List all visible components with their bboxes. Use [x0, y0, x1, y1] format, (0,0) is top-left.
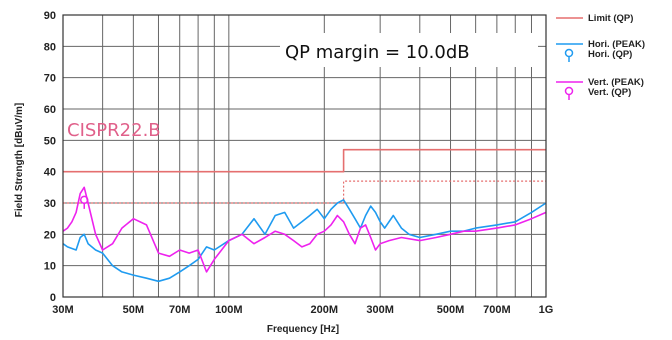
x-tick-label: 50M [123, 304, 144, 316]
legend-item-hori-qp: Hori. (QP) [564, 48, 632, 62]
y-tick-label: 30 [44, 198, 56, 210]
y-tick-label: 70 [44, 73, 56, 85]
series-layer [62, 148, 547, 283]
x-tick-label: 500M [437, 304, 465, 316]
plot-frame [62, 14, 547, 298]
legend-label-hori-peak: Hori. (PEAK) [588, 39, 645, 50]
legend-item-limit-qp: Limit (QP) [556, 13, 633, 24]
vert-qp-point [79, 195, 89, 209]
x-tick-label: 1G [539, 304, 554, 316]
margin-annotation-box [280, 33, 538, 67]
x-axis-label: Frequency [Hz] [267, 324, 339, 335]
ticks: 0 10 20 30 40 50 60 70 80 90 30M 50M 70M 100M 200M 300M… [44, 10, 554, 316]
vert-peak-line [62, 186, 547, 273]
limit-margin-line [63, 180, 546, 204]
legend-label-limit-qp: Limit (QP) [588, 13, 633, 24]
y-axis-label: Field Strength [dBuV/m] [14, 103, 25, 217]
x-tick-label: 700M [483, 304, 511, 316]
y-tick-label: 80 [44, 41, 56, 53]
legend-swatch-vert-qp [564, 86, 574, 100]
legend-label-vert-peak: Vert. (PEAK) [588, 77, 644, 88]
legend: Limit (QP) Hori. (PEAK)Hori. (QP) Vert. (P… [556, 13, 645, 100]
frame-layer [62, 14, 547, 298]
x-tick-label: 300M [366, 304, 394, 316]
legend-item-vert-peak: Vert. (PEAK) [556, 77, 644, 88]
x-tick-label: 70M [169, 304, 190, 316]
y-tick-label: 90 [44, 10, 56, 22]
qp-margin-annotation: QP margin = 10.0dB [285, 42, 470, 63]
legend-label-vert-qp: Vert. (QP) [588, 87, 631, 98]
y-tick-label: 0 [50, 292, 56, 304]
limit-qp-line [63, 148, 546, 173]
legend-item-vert-qp: Vert. (QP) [564, 86, 631, 100]
y-tick-label: 50 [44, 135, 56, 147]
cispr-limit-annotation: CISPR22.B [67, 120, 161, 141]
y-tick-label: 20 [44, 229, 56, 241]
x-tick-label: 100M [215, 304, 243, 316]
y-tick-label: 10 [44, 261, 56, 273]
x-tick-label: 200M [311, 304, 339, 316]
y-tick-label: 40 [44, 167, 56, 179]
x-tick-label: 30M [52, 304, 73, 316]
y-tick-label: 60 [44, 104, 56, 116]
legend-swatch-hori-qp [564, 48, 574, 62]
hori-peak-line [62, 199, 547, 283]
legend-item-hori-peak: Hori. (PEAK) [556, 39, 645, 50]
legend-label-hori-qp: Hori. (QP) [588, 49, 632, 60]
